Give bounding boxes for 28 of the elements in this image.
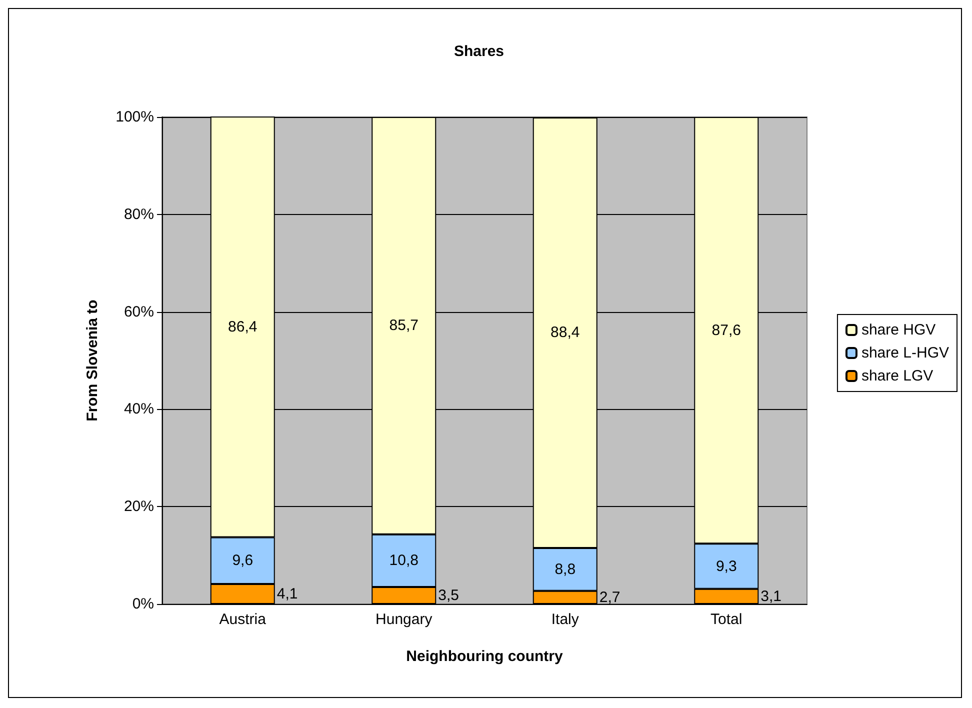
data-label: 8,8 xyxy=(554,560,576,578)
y-tick-label: 80% xyxy=(124,206,154,223)
x-tick-label: Italy xyxy=(551,611,580,628)
y-tick-label: 40% xyxy=(124,400,154,418)
y-tick-label: 20% xyxy=(124,498,154,516)
x-axis-title: Neighbouring country xyxy=(406,648,564,665)
data-label: 4,1 xyxy=(276,586,298,603)
y-tick-label: 0% xyxy=(132,596,154,612)
data-label: 9,6 xyxy=(232,552,254,570)
data-label: 3,5 xyxy=(438,586,459,604)
x-tick-label: Total xyxy=(710,611,742,628)
y-tick-label: 60% xyxy=(124,303,154,320)
y-tick-label: 100% xyxy=(116,108,154,126)
data-label: 87,6 xyxy=(712,322,741,339)
x-tick-label: Austria xyxy=(219,611,267,628)
x-tick-label: Hungary xyxy=(376,611,433,628)
data-label: 86,4 xyxy=(228,318,258,336)
data-label: 88,4 xyxy=(550,324,580,342)
legend-label: share HGV xyxy=(861,322,936,338)
data-label: 85,7 xyxy=(389,317,418,334)
chart-title: Shares xyxy=(454,43,504,60)
data-label: 10,8 xyxy=(389,552,418,570)
legend-label: share L-HGV xyxy=(861,344,950,362)
data-label: 3,1 xyxy=(760,588,782,605)
data-label: 9,3 xyxy=(716,558,737,575)
data-label: 2,7 xyxy=(599,588,620,606)
legend-label: share LGV xyxy=(861,368,934,384)
y-axis-title: From Slovenia to xyxy=(84,300,101,422)
